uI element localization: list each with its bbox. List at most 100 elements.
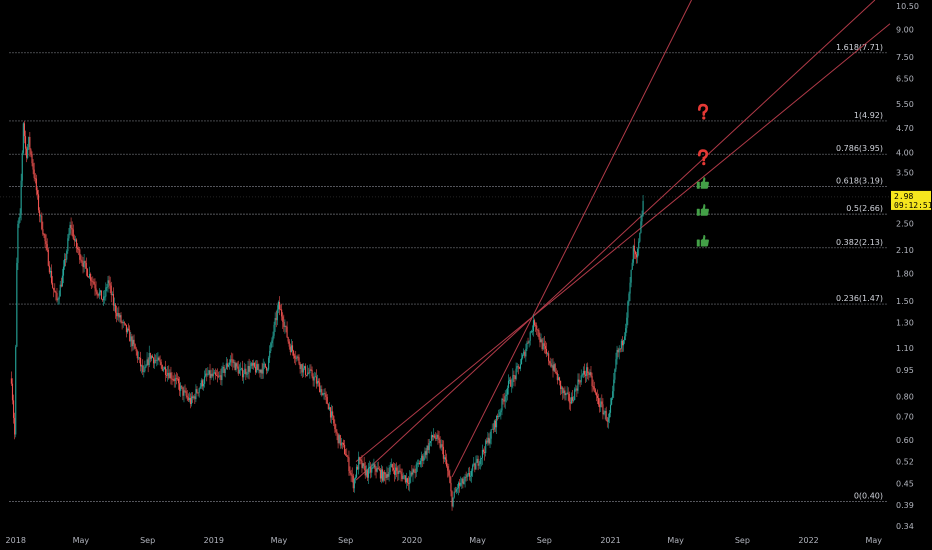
candle-body <box>273 324 275 336</box>
price-tick-label: 4.70 <box>896 124 914 133</box>
candle-body <box>490 429 492 439</box>
fib-label-1.618: 1.618(7.71) <box>836 43 883 52</box>
candle-body <box>181 385 183 388</box>
price-tick-label: 2.10 <box>896 246 914 255</box>
candle-body <box>299 363 301 369</box>
candle-body <box>341 442 343 444</box>
candle-body <box>27 147 29 158</box>
candle-body <box>492 428 494 430</box>
candle-body <box>186 395 188 398</box>
candle-body <box>206 373 208 375</box>
candle-body <box>464 476 466 482</box>
question-mark-icon <box>697 149 709 166</box>
candle-body <box>159 360 161 363</box>
time-tick-label: Sep <box>735 536 750 545</box>
thumbs-up-cuff <box>696 181 700 189</box>
candle-body <box>578 379 580 382</box>
candle-body <box>570 397 572 404</box>
candle-body <box>106 287 108 288</box>
candle-body <box>224 368 226 374</box>
thumbs-up-hand <box>700 204 709 216</box>
fib-label-0.236: 0.236(1.47) <box>836 294 883 303</box>
candle-body <box>638 241 640 249</box>
price-axis[interactable]: 10.50 9.00 7.50 6.50 5.50 4.70 4.00 3.50 2.50 2.1… <box>896 2 919 531</box>
thumbs-up-icon <box>696 204 709 216</box>
thumbs-up-hand <box>700 177 709 189</box>
candle-body <box>194 396 196 400</box>
candle-body <box>542 343 544 350</box>
candle-body <box>541 339 543 350</box>
candle-body <box>630 269 632 283</box>
candle-body <box>520 358 523 365</box>
time-tick-label: May <box>667 536 684 545</box>
candle-body <box>620 340 622 349</box>
candle-body <box>294 355 296 359</box>
time-axis[interactable]: 2018 May Sep 2019 May Sep 2020 May Sep 2021 May Sep… <box>6 536 883 545</box>
candle-body <box>332 411 334 416</box>
candle-body <box>88 273 91 278</box>
candle-body <box>357 466 359 470</box>
candle-body <box>560 380 562 389</box>
candle-body <box>447 466 449 471</box>
candle-body <box>135 348 137 352</box>
candle-body <box>148 352 150 366</box>
candle-body <box>338 435 340 444</box>
candle-body <box>116 312 118 317</box>
candle-body <box>354 477 357 479</box>
candle-body <box>77 247 79 250</box>
candle-body <box>411 472 413 475</box>
candle-body <box>316 381 319 384</box>
candle-body <box>496 415 498 428</box>
candle-body <box>611 398 613 405</box>
candle-body <box>634 251 637 255</box>
candle-body <box>201 380 203 387</box>
fan-line-3 <box>451 0 692 478</box>
fib-label-1: 1(4.92) <box>854 111 883 120</box>
time-tick-label: 2020 <box>402 536 422 545</box>
candle-body <box>145 365 147 368</box>
candle-body <box>257 364 259 371</box>
current-price-tag-background <box>891 190 931 210</box>
candle-body <box>562 387 564 394</box>
candle-body <box>320 389 322 393</box>
candle-body <box>328 407 330 410</box>
bar-countdown-label: 09:12:51 <box>894 201 932 210</box>
candle-body <box>453 491 455 498</box>
candle-body <box>162 369 164 371</box>
price-tick-label: 1.50 <box>896 297 914 306</box>
candle-body <box>124 323 126 325</box>
candle-body <box>617 349 619 353</box>
candle-body <box>59 284 61 297</box>
candle-body <box>588 373 590 375</box>
candle-body <box>180 385 182 391</box>
candle-body <box>428 443 430 451</box>
candle-body <box>161 365 163 371</box>
candle-body <box>501 398 503 411</box>
candle-body <box>604 411 606 413</box>
candle-body <box>39 210 41 217</box>
candle-body <box>314 376 316 378</box>
candle-body <box>391 464 393 468</box>
candle-body <box>188 398 190 401</box>
candle-body <box>115 304 117 313</box>
candle-body <box>574 389 576 400</box>
candle-body <box>575 388 577 390</box>
candle-body <box>240 368 243 370</box>
candle-body <box>242 368 244 378</box>
candle-body <box>627 301 629 318</box>
candle-body <box>333 415 335 424</box>
candle-body <box>246 373 248 375</box>
candle-body <box>140 357 142 367</box>
candle-body <box>383 472 385 481</box>
candle-body <box>133 339 135 345</box>
candle-body <box>472 465 474 471</box>
candle-body <box>583 370 586 375</box>
candle-body <box>143 371 145 373</box>
candle-body <box>184 390 186 392</box>
price-tick-label: 0.52 <box>896 458 914 467</box>
candle-body <box>225 363 227 369</box>
candle-body <box>593 386 595 390</box>
candle-body <box>288 341 290 347</box>
candle-body <box>469 475 472 477</box>
